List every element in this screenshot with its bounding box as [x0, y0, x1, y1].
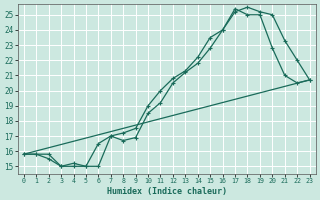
X-axis label: Humidex (Indice chaleur): Humidex (Indice chaleur): [107, 187, 227, 196]
